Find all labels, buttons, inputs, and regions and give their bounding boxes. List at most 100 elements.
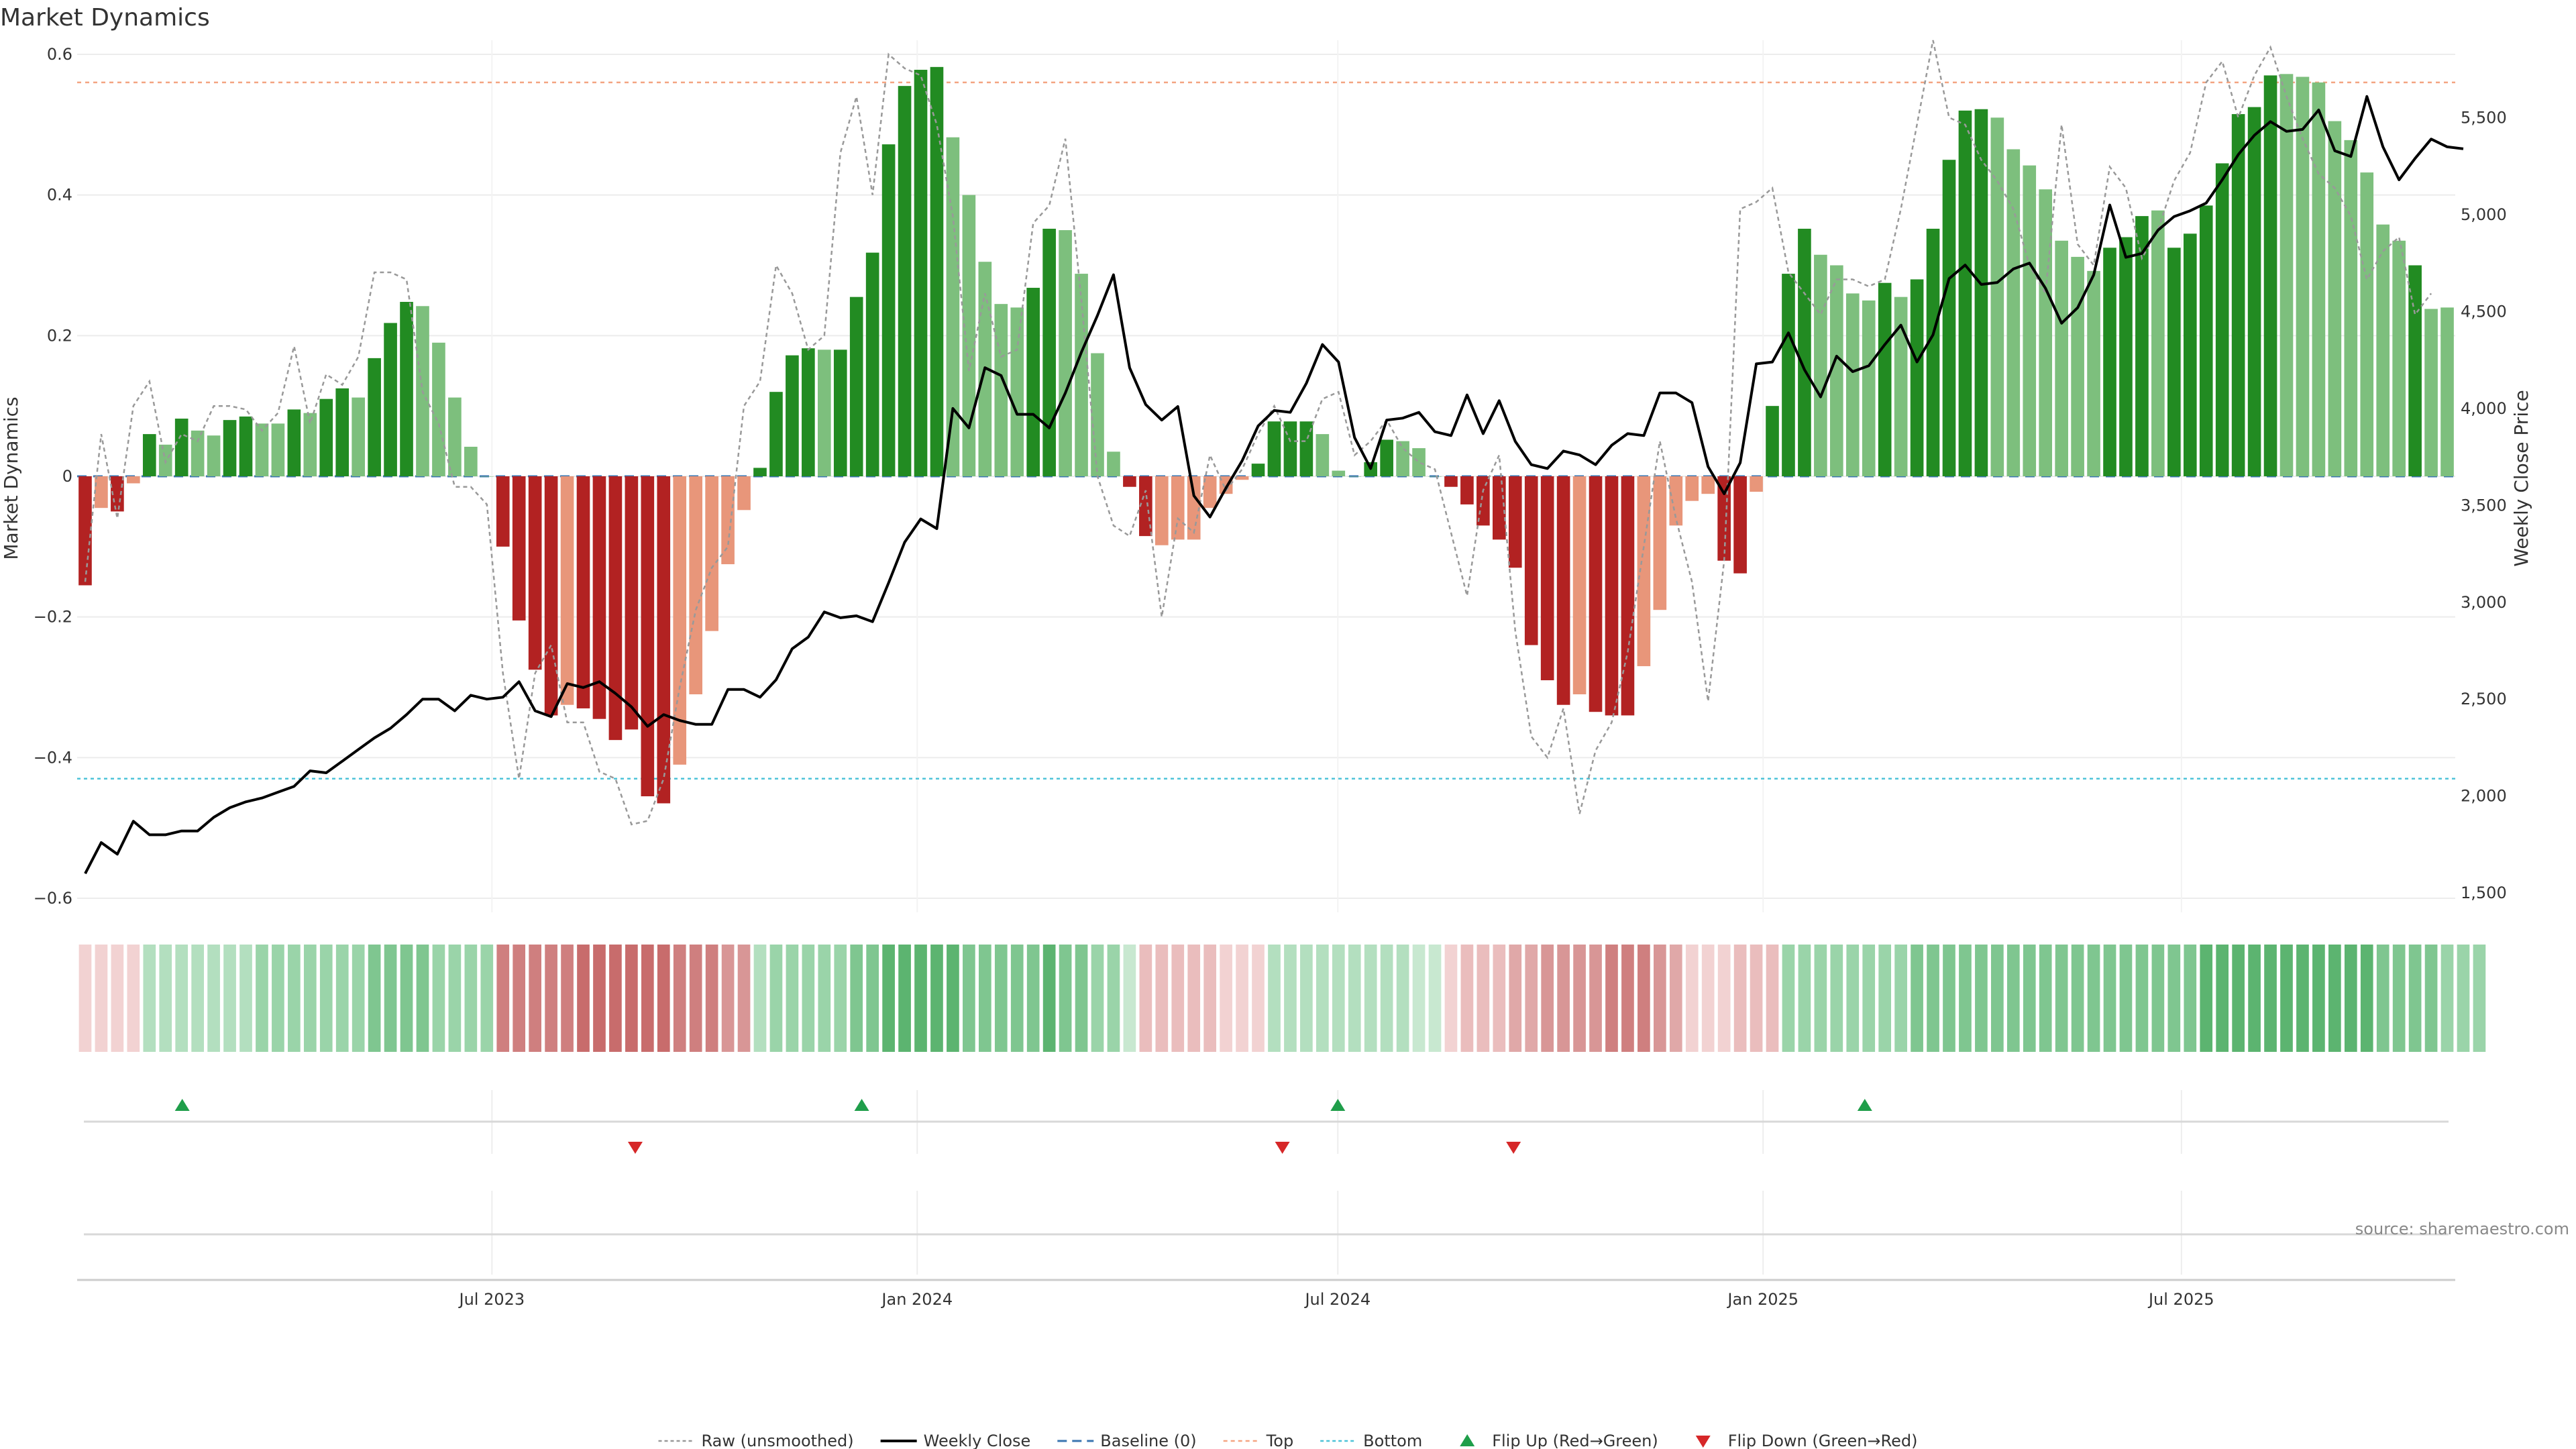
y-tick-label: 0.4 bbox=[47, 186, 72, 205]
legend-label: Raw (unsmoothed) bbox=[702, 1432, 854, 1449]
bar bbox=[2087, 270, 2100, 476]
bar bbox=[1026, 288, 1040, 476]
bar bbox=[1316, 434, 1330, 476]
source-note: source: sharemaestro.com bbox=[2355, 1220, 2569, 1238]
bar bbox=[753, 468, 767, 476]
regime-cell bbox=[529, 945, 541, 1052]
regime-cell bbox=[769, 945, 783, 1052]
bar bbox=[2183, 233, 2197, 476]
regime-cell bbox=[2184, 945, 2197, 1052]
regime-cell bbox=[2424, 945, 2438, 1052]
bar bbox=[512, 476, 526, 621]
regime-cell bbox=[1171, 945, 1185, 1052]
regime-cell bbox=[2457, 945, 2470, 1052]
bar bbox=[1492, 476, 1506, 540]
bar bbox=[1766, 406, 1779, 476]
regime-cell bbox=[737, 945, 751, 1052]
bar bbox=[2055, 240, 2068, 476]
regime-cell bbox=[175, 945, 189, 1052]
regime-cell bbox=[1782, 945, 1795, 1052]
bar bbox=[914, 70, 928, 477]
bar bbox=[335, 388, 350, 476]
bar bbox=[1444, 476, 1458, 487]
regime-cell bbox=[1332, 945, 1345, 1052]
regime-cell bbox=[1669, 945, 1682, 1052]
bar bbox=[1733, 476, 1747, 574]
regime-cell bbox=[2200, 945, 2213, 1052]
y-tick-label: 0 bbox=[62, 467, 72, 486]
regime-cell bbox=[1316, 945, 1329, 1052]
regime-cell bbox=[207, 945, 220, 1052]
bar bbox=[689, 476, 702, 694]
regime-cell bbox=[866, 945, 879, 1052]
flip-down-marker bbox=[1275, 1142, 1290, 1154]
bar bbox=[802, 348, 815, 476]
regime-cell bbox=[818, 945, 831, 1052]
bar bbox=[432, 342, 445, 476]
bar bbox=[2167, 248, 2181, 476]
bar bbox=[898, 86, 912, 477]
regime-cell bbox=[1396, 945, 1409, 1052]
regime-cell bbox=[2264, 945, 2277, 1052]
bar bbox=[865, 252, 879, 476]
bar bbox=[1830, 265, 1843, 476]
bar bbox=[255, 423, 269, 476]
bar bbox=[2360, 172, 2374, 476]
regime-cell bbox=[1300, 945, 1313, 1052]
bar bbox=[1235, 476, 1249, 480]
bar bbox=[480, 476, 494, 477]
bar bbox=[592, 476, 606, 719]
regime-cell bbox=[2232, 945, 2245, 1052]
bar bbox=[223, 420, 237, 476]
regime-strip bbox=[78, 945, 2486, 1052]
regime-cell bbox=[1477, 945, 1490, 1052]
bar bbox=[1669, 476, 1683, 526]
regime-cell bbox=[1653, 945, 1666, 1052]
y-tick-label: 0.6 bbox=[47, 45, 72, 64]
y2-tick-label: 2,000 bbox=[2461, 787, 2507, 806]
regime-cell bbox=[577, 945, 590, 1052]
bar bbox=[528, 476, 542, 670]
bar bbox=[448, 397, 462, 476]
bar bbox=[1798, 228, 1811, 476]
bar bbox=[1621, 476, 1635, 716]
regime-cell bbox=[1026, 945, 1040, 1052]
regime-cell bbox=[2408, 945, 2422, 1052]
legend-label: Weekly Close bbox=[924, 1432, 1031, 1449]
bar bbox=[2263, 75, 2277, 476]
regime-cell bbox=[657, 945, 670, 1052]
regime-cell bbox=[1589, 945, 1602, 1052]
bar bbox=[142, 434, 156, 476]
regime-cell bbox=[78, 945, 92, 1052]
bar bbox=[1380, 439, 1393, 476]
y2-tick-label: 4,000 bbox=[2461, 399, 2507, 418]
regime-cell bbox=[1814, 945, 1827, 1052]
x-tick-label: Jul 2023 bbox=[458, 1290, 525, 1309]
legend-item: Top bbox=[1223, 1432, 1293, 1449]
x-axis-ticks: Jul 2023 Jan 2024 Jul 2024 Jan 2025 Jul 2025 bbox=[458, 1290, 2214, 1309]
bar bbox=[1926, 228, 1940, 476]
bar bbox=[95, 476, 108, 508]
regime-cell bbox=[1975, 945, 1988, 1052]
regime-cell bbox=[2248, 945, 2261, 1052]
regime-cell bbox=[1268, 945, 1281, 1052]
bar bbox=[1299, 421, 1313, 476]
regime-cell bbox=[2151, 945, 2165, 1052]
bar bbox=[1508, 476, 1522, 568]
bar bbox=[207, 435, 221, 476]
regime-cell bbox=[689, 945, 702, 1052]
regime-cell bbox=[1862, 945, 1876, 1052]
regime-cell bbox=[705, 945, 718, 1052]
regime-cell bbox=[721, 945, 735, 1052]
regime-cell bbox=[464, 945, 478, 1052]
bar bbox=[2119, 237, 2133, 476]
legend-swatch bbox=[1460, 1434, 1475, 1446]
regime-cell bbox=[1717, 945, 1731, 1052]
bar bbox=[384, 323, 397, 476]
bar bbox=[2424, 309, 2438, 476]
regime-cell bbox=[786, 945, 799, 1052]
y2-tick-label: 3,500 bbox=[2461, 496, 2507, 515]
right-axis-label: Weekly Close Price bbox=[2510, 390, 2532, 566]
regime-cell bbox=[2023, 945, 2036, 1052]
regime-cell bbox=[1412, 945, 1426, 1052]
